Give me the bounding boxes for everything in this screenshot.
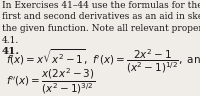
Text: $f''(x) = \dfrac{x(2x^2-3)}{(x^2-1)^{3/2}}$: $f''(x) = \dfrac{x(2x^2-3)}{(x^2-1)^{3/2… — [6, 66, 96, 96]
Text: In Exercises 41–44 use the formulas for the function and its
first and second de: In Exercises 41–44 use the formulas for … — [2, 1, 200, 45]
Text: $f(x) = x\sqrt{x^2-1},\ f'(x) = \dfrac{2x^2-1}{(x^2-1)^{1/2}},\ \mathrm{and}$: $f(x) = x\sqrt{x^2-1},\ f'(x) = \dfrac{2… — [6, 47, 200, 75]
Text: 41.: 41. — [2, 47, 20, 56]
